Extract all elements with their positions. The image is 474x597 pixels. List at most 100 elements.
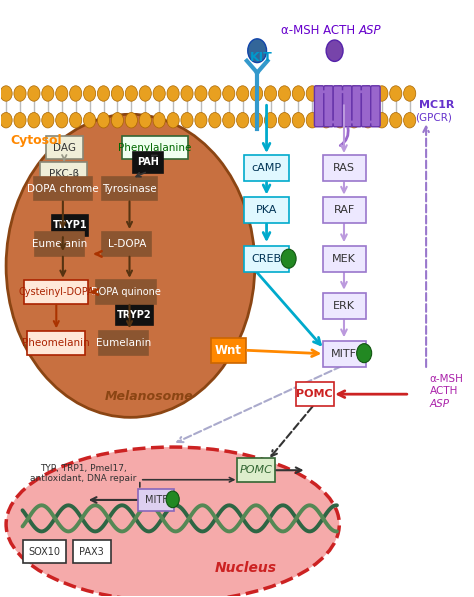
Text: PKC-β: PKC-β	[48, 170, 79, 179]
FancyBboxPatch shape	[352, 86, 361, 127]
Circle shape	[306, 86, 319, 101]
FancyBboxPatch shape	[343, 86, 352, 127]
Circle shape	[264, 86, 277, 101]
Circle shape	[320, 112, 332, 128]
Circle shape	[209, 112, 221, 128]
FancyBboxPatch shape	[323, 155, 365, 181]
Text: α-MSH: α-MSH	[430, 374, 464, 384]
Text: ASP: ASP	[430, 399, 450, 409]
Circle shape	[28, 86, 40, 101]
Text: PAH: PAH	[137, 158, 159, 167]
Circle shape	[139, 86, 151, 101]
Text: Tyrosinase: Tyrosinase	[102, 183, 157, 193]
Text: RAS: RAS	[333, 164, 355, 173]
Text: MITF: MITF	[145, 495, 168, 505]
Circle shape	[166, 491, 179, 507]
Circle shape	[223, 86, 235, 101]
Circle shape	[326, 40, 343, 61]
Circle shape	[278, 86, 291, 101]
FancyBboxPatch shape	[35, 232, 84, 256]
FancyBboxPatch shape	[117, 304, 153, 325]
FancyBboxPatch shape	[244, 155, 289, 181]
Text: Wnt: Wnt	[215, 344, 242, 356]
FancyBboxPatch shape	[96, 280, 156, 304]
Circle shape	[0, 86, 12, 101]
Circle shape	[209, 86, 221, 101]
Circle shape	[292, 112, 304, 128]
FancyBboxPatch shape	[46, 136, 82, 159]
FancyBboxPatch shape	[244, 197, 289, 223]
Circle shape	[223, 112, 235, 128]
Circle shape	[111, 86, 124, 101]
FancyBboxPatch shape	[24, 280, 88, 304]
Text: KIT: KIT	[250, 51, 273, 64]
Text: MITF: MITF	[331, 349, 357, 359]
Text: POMC: POMC	[239, 465, 273, 475]
Circle shape	[250, 112, 263, 128]
FancyBboxPatch shape	[296, 382, 334, 406]
FancyBboxPatch shape	[323, 197, 365, 223]
FancyBboxPatch shape	[34, 177, 92, 201]
FancyBboxPatch shape	[99, 331, 148, 355]
FancyBboxPatch shape	[244, 245, 289, 272]
Text: (GPCR): (GPCR)	[415, 112, 452, 122]
Circle shape	[334, 86, 346, 101]
Circle shape	[248, 39, 266, 63]
Text: DOPA quinone: DOPA quinone	[91, 287, 161, 297]
Circle shape	[125, 112, 137, 128]
Circle shape	[153, 112, 165, 128]
Circle shape	[55, 86, 68, 101]
Text: MEK: MEK	[332, 254, 356, 264]
Text: DOPA chrome: DOPA chrome	[27, 183, 99, 193]
Circle shape	[181, 86, 193, 101]
Circle shape	[390, 86, 402, 101]
Circle shape	[181, 112, 193, 128]
Circle shape	[125, 86, 137, 101]
Text: Melanosome: Melanosome	[105, 389, 193, 402]
Circle shape	[139, 112, 151, 128]
Circle shape	[334, 112, 346, 128]
Circle shape	[195, 86, 207, 101]
Circle shape	[14, 86, 26, 101]
FancyBboxPatch shape	[102, 232, 151, 256]
Circle shape	[237, 112, 249, 128]
Circle shape	[264, 112, 277, 128]
Text: Nucleus: Nucleus	[214, 561, 276, 575]
Circle shape	[55, 112, 68, 128]
Text: ASP: ASP	[359, 24, 382, 37]
Circle shape	[362, 86, 374, 101]
Text: MC1R: MC1R	[419, 100, 455, 110]
FancyBboxPatch shape	[138, 489, 174, 511]
Circle shape	[97, 112, 109, 128]
FancyBboxPatch shape	[27, 331, 85, 355]
Circle shape	[237, 86, 249, 101]
Circle shape	[348, 112, 360, 128]
Circle shape	[403, 86, 416, 101]
FancyBboxPatch shape	[323, 245, 365, 272]
FancyBboxPatch shape	[52, 215, 88, 236]
Text: Pheomelanin: Pheomelanin	[22, 338, 90, 348]
FancyBboxPatch shape	[371, 86, 380, 127]
Text: DAG: DAG	[53, 143, 76, 153]
Text: PAX3: PAX3	[79, 547, 104, 556]
FancyBboxPatch shape	[237, 458, 275, 482]
Text: TYP, TRP1, Pmel17,
antioxidant, DNA repair: TYP, TRP1, Pmel17, antioxidant, DNA repa…	[30, 464, 137, 484]
Circle shape	[362, 112, 374, 128]
Ellipse shape	[6, 447, 339, 597]
Circle shape	[348, 86, 360, 101]
Circle shape	[83, 86, 96, 101]
Circle shape	[376, 112, 388, 128]
Text: POMC: POMC	[296, 389, 333, 399]
FancyBboxPatch shape	[333, 86, 343, 127]
Text: TRYP2: TRYP2	[118, 309, 152, 319]
FancyBboxPatch shape	[324, 86, 333, 127]
Circle shape	[42, 86, 54, 101]
Circle shape	[83, 112, 96, 128]
FancyBboxPatch shape	[361, 86, 371, 127]
Text: RAF: RAF	[334, 205, 355, 215]
Circle shape	[70, 86, 82, 101]
Circle shape	[320, 86, 332, 101]
FancyBboxPatch shape	[102, 177, 157, 201]
Circle shape	[306, 112, 319, 128]
Text: L-DOPA: L-DOPA	[108, 239, 146, 249]
